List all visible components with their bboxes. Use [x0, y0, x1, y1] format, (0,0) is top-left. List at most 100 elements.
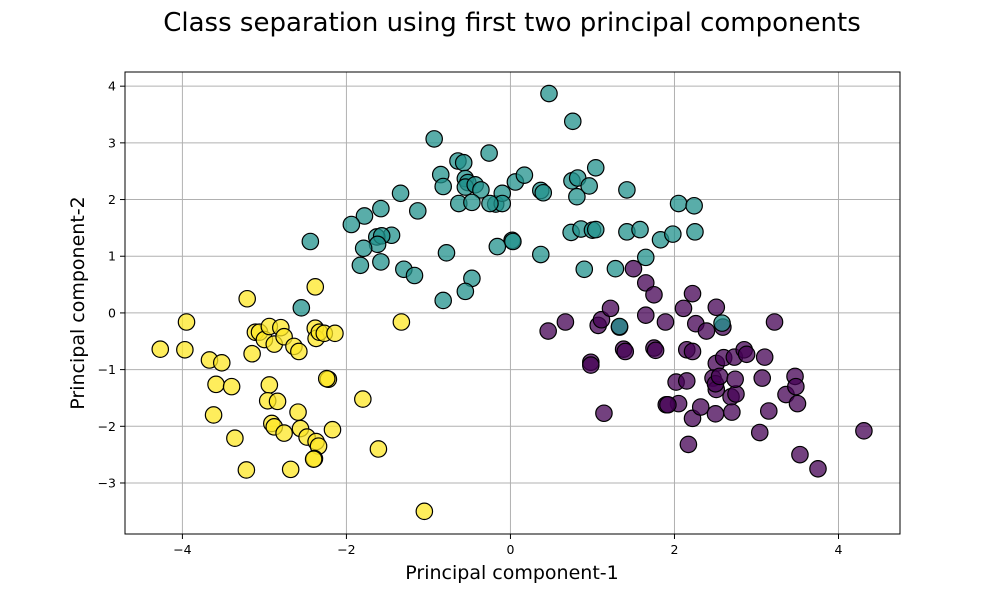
scatter-point — [290, 342, 308, 361]
scatter-point — [631, 220, 649, 239]
scatter-point — [292, 299, 311, 317]
y-axis-label: Principal component-2 — [67, 196, 89, 409]
scatter-point — [679, 435, 698, 454]
scatter-point — [176, 340, 194, 359]
scatter-point — [685, 196, 703, 215]
scatter-point — [686, 223, 704, 241]
scatter-point — [586, 220, 605, 239]
scatter-point — [580, 177, 598, 195]
scatter-point — [212, 354, 231, 372]
x-tick-label: 4 — [835, 542, 843, 557]
scatter-point — [855, 422, 873, 440]
scatter-point — [737, 345, 756, 364]
plot-frame — [124, 71, 901, 535]
scatter-point — [753, 369, 772, 387]
y-tick-label: 1 — [108, 249, 116, 264]
scatter-point — [454, 153, 473, 172]
y-tick-label: −2 — [98, 419, 116, 434]
scatter-point — [351, 256, 370, 275]
scatter-point — [301, 232, 320, 251]
y-tick-label: 2 — [108, 192, 116, 207]
scatter-point — [317, 369, 336, 388]
scatter-point — [664, 225, 682, 243]
scatter-point — [618, 181, 636, 199]
scatter-point — [425, 130, 443, 148]
scatter-point — [304, 450, 323, 468]
x-tick-label: 0 — [506, 542, 514, 557]
scatter-point — [207, 375, 225, 394]
scatter-point — [289, 403, 307, 421]
scatter-point — [595, 404, 613, 423]
scatter-point — [582, 356, 600, 374]
scatter-point — [369, 440, 388, 458]
scatter-point — [306, 278, 325, 296]
y-tick-label: −3 — [98, 475, 116, 490]
scatter-point — [788, 394, 807, 413]
data-points — [151, 84, 873, 521]
scatter-point — [707, 298, 726, 317]
y-tick-label: 3 — [108, 135, 116, 150]
scatter-point — [683, 284, 702, 303]
scatter-point — [697, 322, 716, 340]
scatter-point — [683, 342, 702, 361]
y-tick-label: 4 — [108, 79, 116, 94]
scatter-point — [575, 260, 594, 279]
y-tick-label: 0 — [108, 305, 116, 320]
scatter-point — [204, 406, 223, 424]
scatter-point — [472, 181, 490, 199]
scatter-point — [243, 344, 261, 363]
scatter-point — [405, 266, 424, 285]
scatter-point — [342, 215, 361, 234]
scatter-point — [791, 445, 809, 464]
scatter-point — [636, 274, 655, 292]
scatter-point — [669, 194, 688, 213]
scatter-point — [674, 299, 693, 318]
scatter-point — [260, 376, 279, 394]
scatter-point — [437, 244, 456, 262]
scatter-point — [354, 390, 372, 408]
scatter-point — [656, 313, 675, 331]
scatter-point — [556, 313, 575, 331]
scatter-point — [481, 194, 499, 213]
scatter-point — [392, 313, 411, 331]
scatter-point — [759, 402, 778, 420]
x-tick-label: 2 — [670, 542, 678, 557]
scatter-point — [787, 377, 805, 396]
scatter-point — [727, 385, 745, 403]
scatter-point — [568, 187, 586, 206]
scatter-point — [354, 239, 373, 258]
scatter-point — [691, 398, 710, 416]
grid-lines — [125, 72, 900, 534]
scatter-point — [391, 184, 410, 203]
scatter-point — [636, 248, 655, 267]
scatter-point — [750, 423, 769, 442]
scatter-point — [636, 306, 655, 324]
scatter-point — [659, 395, 677, 414]
scatter-point — [434, 177, 453, 196]
scatter-point — [677, 372, 696, 390]
scatter-point — [434, 291, 453, 310]
scatter-point — [372, 253, 390, 271]
scatter-point — [275, 424, 293, 442]
scatter-point — [281, 460, 300, 479]
scatter-point — [226, 429, 244, 447]
scatter-point — [765, 313, 784, 331]
scatter-point — [586, 159, 605, 177]
scatter-point — [237, 461, 256, 479]
scatter-point — [601, 299, 620, 318]
scatter-point — [645, 285, 663, 304]
scatter-point — [488, 237, 507, 256]
scatter-point — [606, 259, 625, 278]
scatter-point — [456, 282, 475, 301]
scatter-point — [355, 207, 374, 225]
axis-ticks: −4 −2 0 2 4 −3 −2 −1 0 1 2 3 4 — [98, 79, 843, 557]
scatter-point — [540, 84, 558, 103]
scatter-point — [723, 403, 741, 421]
scatter-point — [706, 405, 725, 423]
scatter-point — [755, 348, 774, 366]
scatter-point — [372, 199, 390, 218]
scatter-point — [408, 202, 427, 220]
scatter-point — [563, 112, 582, 131]
scatter-point — [268, 392, 287, 411]
